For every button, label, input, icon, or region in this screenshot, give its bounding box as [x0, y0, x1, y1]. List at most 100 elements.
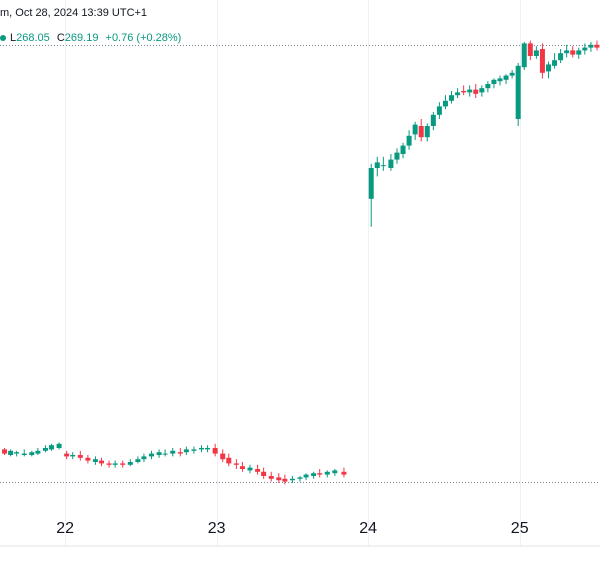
candle-body — [239, 466, 245, 469]
candle — [442, 95, 448, 110]
candle — [485, 81, 491, 93]
candle-body — [515, 65, 521, 119]
candle-body — [485, 84, 491, 89]
candle-body — [467, 89, 473, 93]
candle-body — [412, 124, 418, 135]
candle-body — [479, 88, 485, 93]
time-axis[interactable]: 22 23 24 25 — [56, 520, 528, 537]
candle-body — [317, 473, 323, 475]
candle-body — [297, 477, 303, 479]
candle-body — [64, 453, 70, 457]
candle — [21, 449, 27, 457]
candle — [509, 70, 515, 79]
candle-body — [418, 126, 424, 138]
candle-body — [199, 448, 205, 450]
x-tick-label: 24 — [359, 520, 377, 537]
candle-body — [205, 448, 211, 450]
candle-body — [2, 449, 8, 454]
candle-body — [120, 463, 126, 465]
candle-body — [14, 452, 20, 454]
candle — [324, 470, 330, 478]
candle — [92, 456, 98, 465]
candle — [8, 449, 14, 457]
candle-body — [503, 75, 509, 80]
candle-body — [289, 478, 295, 481]
x-tick-label: 23 — [208, 520, 226, 537]
candle-body — [570, 50, 576, 55]
candle — [341, 467, 347, 478]
candle-body — [521, 43, 527, 68]
candle — [576, 47, 582, 59]
candle — [289, 476, 295, 483]
candle-body — [582, 47, 588, 51]
candle — [570, 46, 576, 58]
candle — [70, 452, 76, 460]
candle — [156, 449, 162, 458]
candle-body — [276, 477, 282, 481]
candle — [430, 112, 436, 131]
candle-body — [394, 152, 400, 160]
candle — [368, 163, 374, 227]
candle-body — [170, 450, 176, 454]
candle-body — [509, 72, 515, 76]
candle-body — [533, 50, 539, 56]
candle-body — [220, 453, 226, 460]
candle-body — [406, 135, 412, 146]
candle-body — [49, 445, 55, 450]
candle — [233, 459, 239, 469]
candle-body — [400, 145, 406, 154]
candle — [374, 156, 380, 177]
candle — [29, 450, 35, 457]
candle — [515, 63, 521, 126]
candle-body — [162, 453, 168, 455]
candle — [388, 154, 394, 171]
candle — [539, 43, 545, 79]
candle — [247, 464, 253, 474]
legend-low: L268.05 — [10, 32, 50, 44]
candle-body — [588, 44, 594, 48]
legend-change: +0.76 (+0.28%) — [105, 32, 182, 44]
candle — [491, 78, 497, 89]
candle — [42, 445, 48, 453]
candle — [297, 476, 303, 482]
candle — [255, 464, 261, 475]
candle — [564, 44, 570, 58]
candle-body — [21, 453, 27, 455]
candle — [191, 446, 197, 454]
candle — [261, 467, 267, 479]
candle — [276, 473, 282, 483]
candle-body — [29, 452, 35, 455]
candle — [212, 443, 218, 457]
candle — [177, 448, 183, 457]
candle-body — [497, 78, 503, 82]
ohlc-legend: m, Oct 28, 2024 13:39 UTC+1 L268.05 C269… — [0, 6, 181, 44]
candle — [64, 450, 70, 460]
candle-body — [324, 471, 330, 475]
candle — [199, 445, 205, 453]
legend-close: C269.19 — [56, 32, 99, 44]
candle-body — [442, 100, 448, 107]
candle — [268, 471, 274, 482]
candle — [170, 448, 176, 457]
candle-body — [455, 92, 461, 96]
candle — [497, 75, 503, 86]
candle — [594, 40, 600, 51]
candle — [449, 91, 455, 104]
candle — [120, 460, 126, 468]
candle-body — [106, 463, 112, 465]
candle-body — [341, 471, 347, 475]
candle — [521, 42, 527, 70]
candle — [461, 85, 467, 96]
candle-body — [99, 460, 105, 464]
candle — [558, 49, 564, 63]
candle — [135, 456, 141, 464]
candle — [467, 85, 473, 97]
candle-body — [282, 478, 288, 482]
candle-body — [149, 453, 155, 457]
candle — [424, 123, 430, 142]
candle — [455, 88, 461, 98]
candle — [162, 449, 168, 457]
candle — [220, 449, 226, 462]
candle-body — [311, 473, 317, 476]
